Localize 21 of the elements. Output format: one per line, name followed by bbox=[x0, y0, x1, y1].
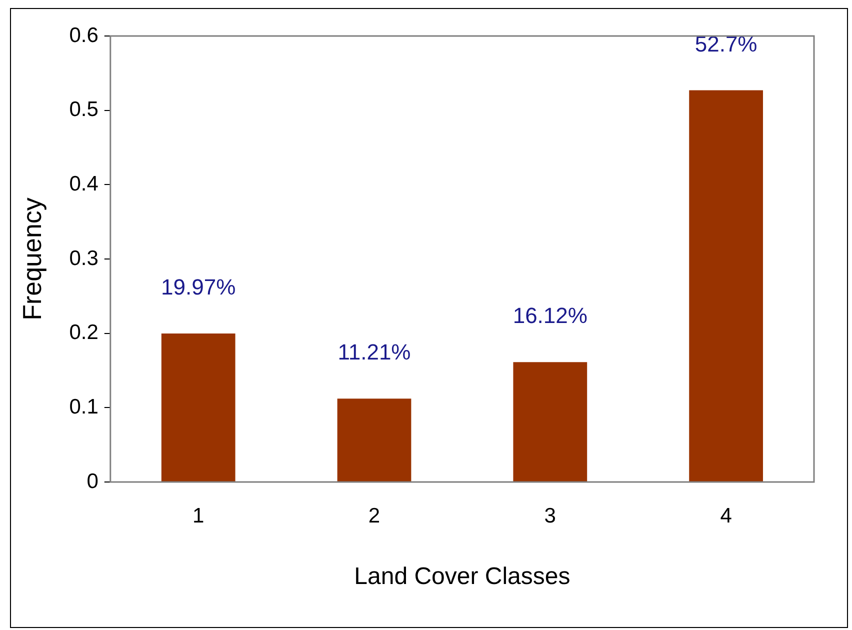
bar bbox=[689, 90, 763, 482]
y-tick-label: 0.4 bbox=[69, 172, 99, 196]
y-tick-label: 0.3 bbox=[69, 246, 98, 270]
y-tick-label: 0.6 bbox=[69, 24, 98, 47]
x-tick-label: 1 bbox=[192, 504, 204, 528]
bar bbox=[161, 334, 236, 482]
data-label: 52.7% bbox=[694, 31, 758, 56]
y-tick-label: 0.5 bbox=[69, 98, 98, 122]
y-tick-label: 0.2 bbox=[69, 321, 98, 344]
x-tick-label: 3 bbox=[544, 504, 556, 528]
x-tick-label: 4 bbox=[720, 504, 732, 528]
x-axis-title: Land Cover Classes bbox=[354, 563, 570, 590]
y-axis-title: Frequency bbox=[16, 198, 47, 320]
y-tick-label: 0 bbox=[86, 470, 98, 493]
data-label: 19.97% bbox=[161, 274, 236, 300]
bar bbox=[337, 398, 412, 482]
data-label: 11.21% bbox=[338, 340, 411, 365]
y-tick-label: 0.1 bbox=[69, 395, 98, 418]
data-label: 16.12% bbox=[512, 303, 588, 328]
x-tick-label: 2 bbox=[368, 504, 380, 528]
bar bbox=[513, 362, 588, 482]
